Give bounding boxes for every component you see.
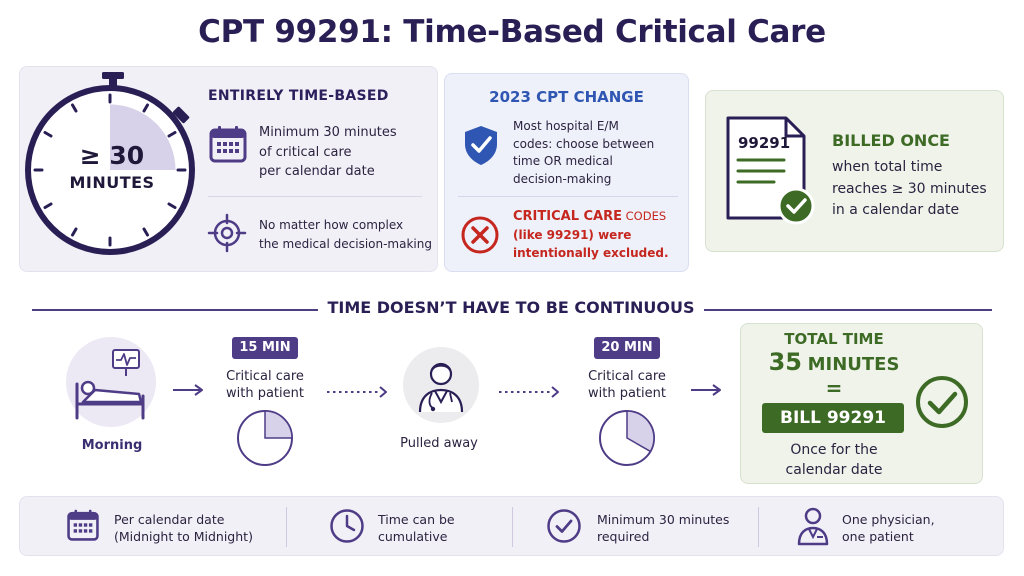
- check-circle-icon: [547, 509, 581, 543]
- stopwatch-value: ≥ 30: [79, 141, 145, 170]
- cpt-change-text: Most hospital E/M codes: choose between …: [513, 119, 655, 186]
- section-title: TIME DOESN’T HAVE TO BE CONTINUOUS: [327, 298, 695, 317]
- arrow-right-icon: [691, 384, 721, 396]
- segment1-duration-badge: 15 MIN: [232, 337, 298, 359]
- segment1-text: Critical care with patient: [226, 369, 304, 401]
- shield-check-icon: [465, 126, 497, 165]
- calendar-icon: [67, 509, 99, 541]
- segment2-text: Critical care with patient: [588, 369, 666, 401]
- dotted-arrow-icon: [499, 386, 559, 398]
- divider: [458, 196, 678, 197]
- exclusion-text: CRITICAL CARE CODES (like 99291) were in…: [513, 209, 669, 260]
- page-title: CPT 99291: Time-Based Critical Care: [198, 14, 826, 50]
- stopwatch-icon: [25, 72, 195, 255]
- divider: [758, 507, 759, 547]
- billed-once-text: when total time reaches ≥ 30 minutes in …: [832, 159, 987, 218]
- cpt-change-heading: 2023 CPT CHANGE: [489, 88, 644, 106]
- billed-once-heading: BILLED ONCE: [832, 131, 950, 150]
- section-divider-right: [704, 309, 992, 311]
- check-circle-icon: [916, 376, 968, 428]
- arrow-right-icon: [173, 384, 203, 396]
- x-circle-icon: [461, 216, 499, 254]
- patient-bed-icon: [66, 337, 156, 427]
- segment2-clock-icon: [599, 410, 655, 466]
- stopwatch-unit: MINUTES: [69, 173, 155, 192]
- bill-code-label: BILL 99291: [762, 403, 904, 433]
- divider: [512, 507, 513, 547]
- section-divider-left: [32, 309, 318, 311]
- dotted-arrow-icon: [327, 386, 387, 398]
- total-time-heading: TOTAL TIME: [784, 330, 884, 348]
- segment2-progress-wedge: [626, 410, 655, 453]
- physician-icon: [797, 507, 829, 546]
- divider: [286, 507, 287, 547]
- target-icon: [207, 213, 247, 253]
- document-check-icon: [726, 116, 815, 225]
- equals-sign: =: [825, 376, 843, 400]
- clock-icon: [330, 509, 364, 543]
- time-based-heading: ENTIRELY TIME-BASED: [208, 88, 389, 104]
- morning-label: Morning: [81, 438, 143, 453]
- calendar-icon: [209, 126, 247, 163]
- segment1-clock-icon: [237, 410, 293, 466]
- footer-item-physician: One physician, one patient: [842, 512, 935, 544]
- minimum-time-text: Minimum 30 minutes of critical care per …: [259, 125, 397, 179]
- segment1-progress-wedge: [264, 410, 293, 439]
- footer-item-minimum: Minimum 30 minutes required: [597, 512, 730, 544]
- total-minutes: 35 MINUTES: [768, 348, 900, 376]
- doctor-icon: [403, 347, 479, 423]
- pulled-away-label: Pulled away: [400, 436, 478, 451]
- divider: [208, 196, 422, 197]
- once-per-date-text: Once for the calendar date: [785, 442, 883, 478]
- footer-item-cumulative: Time can be cumulative: [378, 512, 455, 544]
- segment2-duration-badge: 20 MIN: [594, 337, 660, 359]
- document-code: 99291: [738, 134, 791, 152]
- complexity-text: No matter how complex the medical decisi…: [259, 218, 432, 251]
- summary-strip: [19, 496, 1004, 556]
- footer-item-calendar: Per calendar date (Midnight to Midnight): [114, 512, 253, 544]
